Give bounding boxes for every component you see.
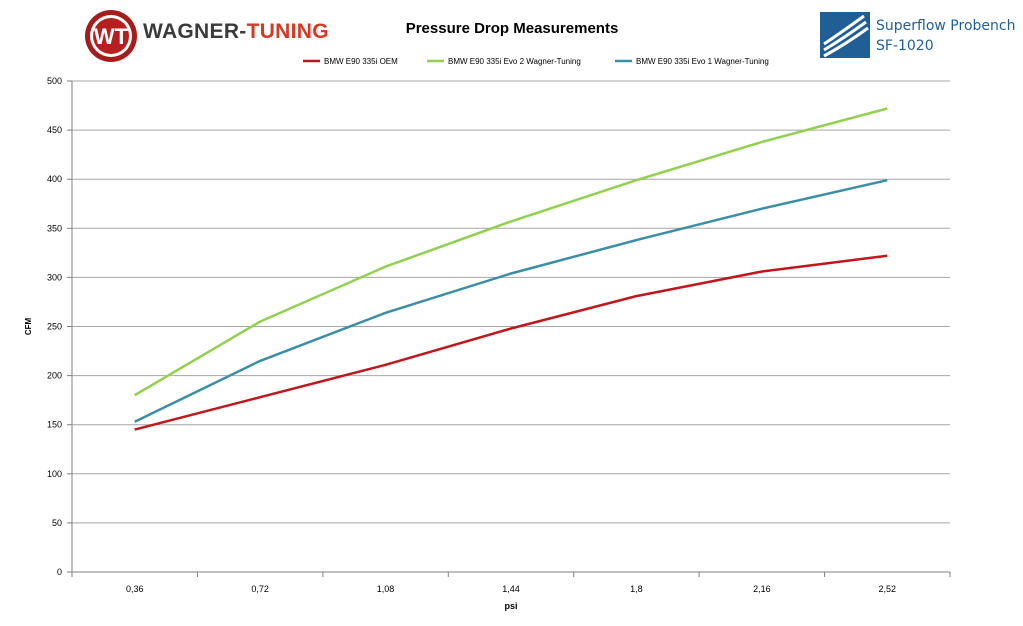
x-tick-label: 1,8 bbox=[630, 584, 643, 594]
svg-text:WT: WT bbox=[94, 24, 129, 49]
y-tick-label: 50 bbox=[52, 518, 62, 528]
series-line-3 bbox=[134, 178, 888, 423]
y-tick-label: 400 bbox=[47, 174, 62, 184]
superflow-logo bbox=[820, 12, 870, 58]
series-line-1 bbox=[134, 254, 888, 431]
legend-label: BMW E90 335i OEM bbox=[324, 57, 398, 66]
x-tick-label: 1,44 bbox=[502, 584, 520, 594]
y-tick-label: 200 bbox=[47, 371, 62, 381]
wagner-tuning-logo: WT bbox=[85, 10, 137, 62]
x-tick-label: 2,16 bbox=[753, 584, 771, 594]
wordmark-part1: WAGNER- bbox=[143, 20, 247, 43]
y-tick-label: 500 bbox=[47, 76, 62, 86]
y-tick-label: 250 bbox=[47, 322, 62, 332]
superflow-text: Superflow Probench SF-1020 bbox=[876, 16, 1015, 56]
chart-title: Pressure Drop Measurements bbox=[406, 20, 619, 37]
x-tick-label: 0,72 bbox=[251, 584, 269, 594]
legend-label: BMW E90 335i Evo 2 Wagner-Tuning bbox=[448, 57, 581, 66]
wagner-tuning-wordmark: WAGNER-TUNING bbox=[143, 20, 329, 44]
x-tick-label: 0,36 bbox=[126, 584, 144, 594]
legend-label: BMW E90 335i Evo 1 Wagner-Tuning bbox=[636, 57, 769, 66]
y-axis-label: CFM bbox=[24, 318, 33, 336]
x-tick-label: 1,08 bbox=[377, 584, 395, 594]
y-tick-label: 300 bbox=[47, 272, 62, 282]
y-tick-label: 150 bbox=[47, 420, 62, 430]
superflow-line1: Superflow Probench bbox=[876, 18, 1016, 34]
x-tick-label: 2,52 bbox=[879, 584, 897, 594]
wordmark-part2: TUNING bbox=[246, 20, 329, 43]
x-axis-label: psi bbox=[504, 601, 517, 611]
y-tick-label: 450 bbox=[47, 125, 62, 135]
y-tick-label: 0 bbox=[57, 567, 62, 577]
y-tick-label: 100 bbox=[47, 469, 62, 479]
superflow-line2: SF-1020 bbox=[876, 38, 934, 54]
y-tick-label: 350 bbox=[47, 223, 62, 233]
series-line-2 bbox=[134, 107, 888, 397]
